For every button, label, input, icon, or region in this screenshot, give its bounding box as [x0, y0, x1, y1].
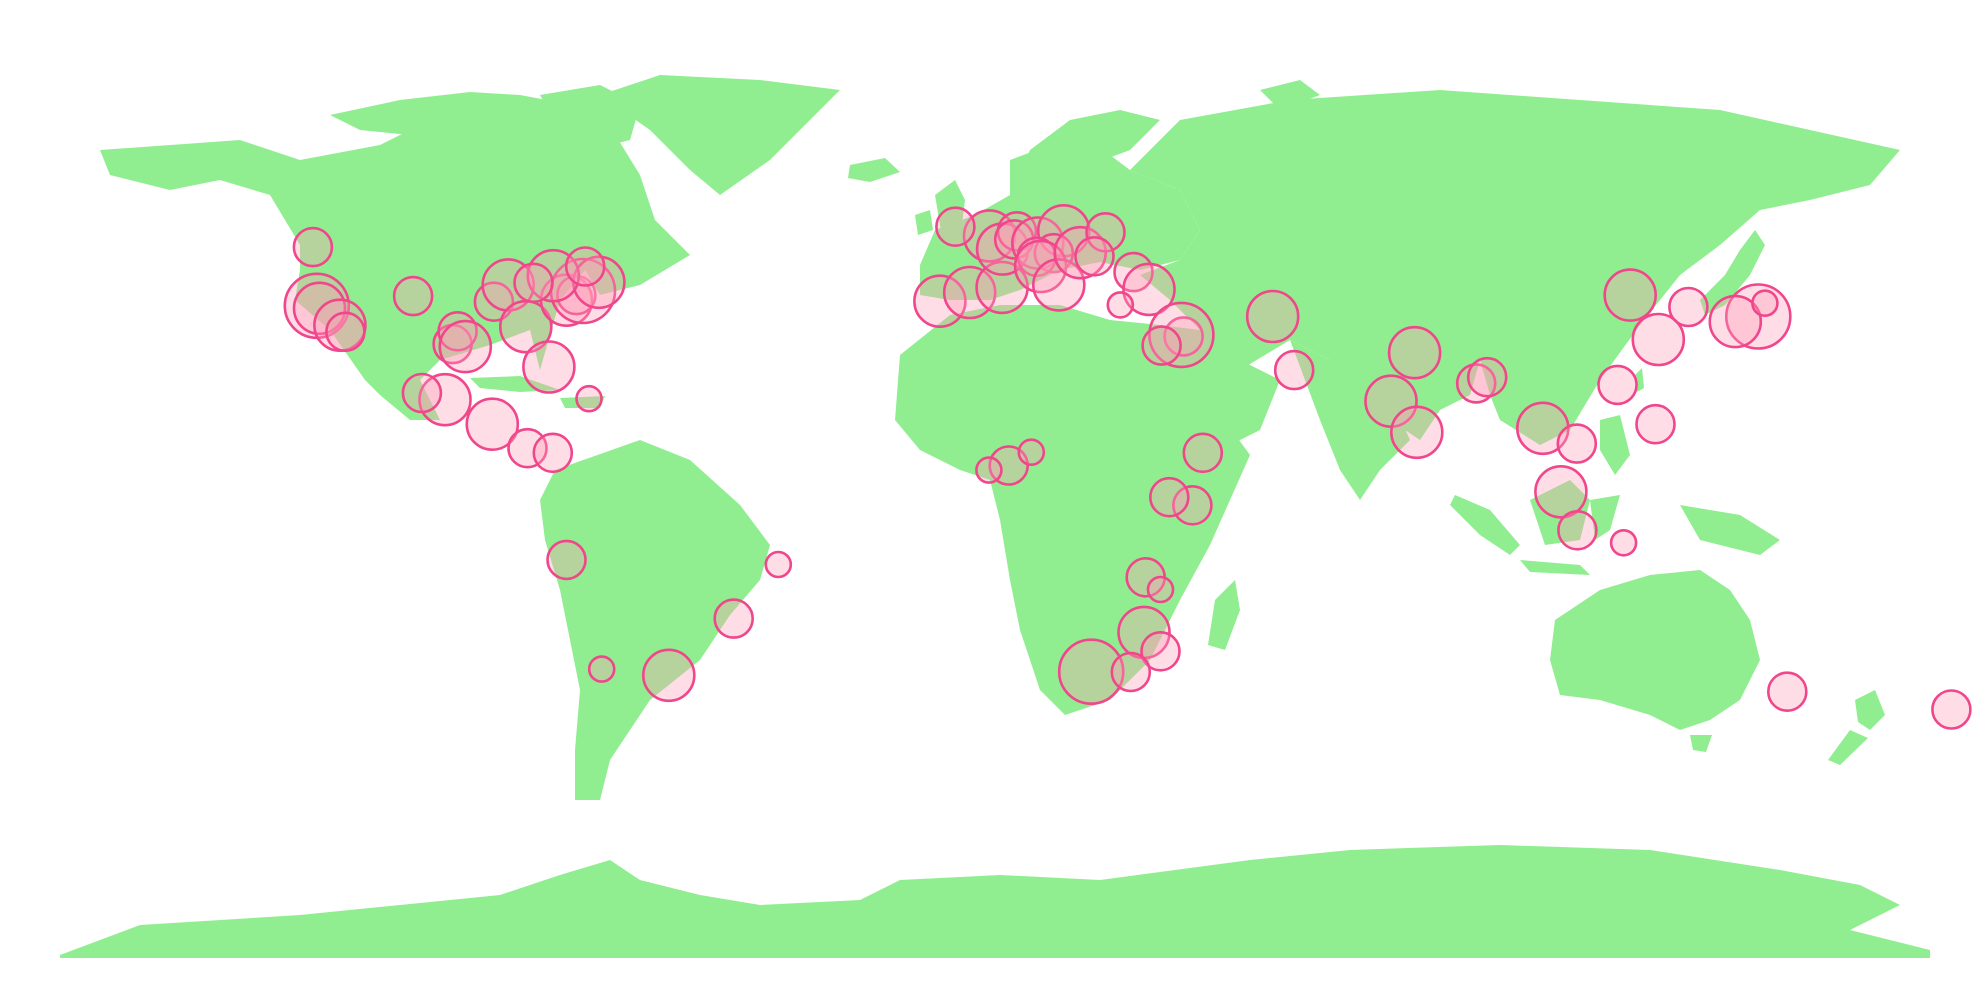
city-bubble-5 [392, 275, 434, 317]
city-bubble-72 [1751, 289, 1779, 318]
city-bubble-20 [418, 372, 472, 427]
new-zealand-south [1828, 730, 1868, 765]
city-bubble-82 [1140, 630, 1181, 672]
java [1520, 560, 1590, 575]
city-bubble-25 [546, 539, 587, 581]
city-bubble-53 [1245, 289, 1300, 344]
new-guinea [1680, 505, 1780, 555]
city-bubble-21 [401, 372, 443, 414]
arctic-islands [330, 92, 520, 135]
city-bubble-54 [1273, 349, 1315, 391]
city-bubble-63 [1557, 509, 1598, 551]
city-bubble-62 [1534, 464, 1588, 519]
city-bubble-43 [1032, 258, 1086, 312]
city-bubble-68 [1603, 268, 1657, 322]
city-bubble-79 [1149, 476, 1190, 518]
city-bubble-23 [507, 427, 548, 469]
city-bubble-27 [641, 648, 696, 703]
city-bubble-34 [935, 206, 976, 247]
city-bubble-84 [1110, 651, 1152, 693]
indian-subcontinent [1290, 340, 1410, 500]
madagascar [1208, 580, 1240, 650]
city-bubble-26 [587, 655, 616, 683]
city-bubble-28 [713, 598, 755, 639]
city-bubble-73 [1767, 671, 1808, 713]
south-america [540, 440, 770, 800]
city-bubble-8 [438, 319, 493, 374]
city-bubble-65 [1635, 403, 1676, 445]
australia [1550, 570, 1760, 730]
city-bubble-71 [1708, 294, 1763, 349]
arabian-peninsula [1160, 325, 1280, 450]
city-bubble-46 [1074, 235, 1115, 277]
city-bubble-44 [1053, 225, 1107, 280]
city-bubble-18 [564, 246, 606, 287]
ireland [915, 210, 933, 235]
city-bubble-22 [465, 397, 520, 452]
city-bubble-77 [1017, 438, 1046, 467]
city-bubble-60 [1516, 401, 1570, 456]
great-britain [935, 180, 965, 245]
cuba [470, 376, 560, 392]
city-bubble-29 [764, 550, 793, 579]
city-bubble-49 [1106, 291, 1135, 319]
city-bubble-45 [1085, 212, 1126, 253]
novaya-zemlya [1260, 80, 1320, 110]
city-bubble-55 [1387, 325, 1442, 380]
city-bubble-19 [513, 262, 554, 304]
city-bubble-3 [325, 311, 366, 353]
iceland [848, 158, 900, 182]
city-bubble-61 [1556, 423, 1598, 464]
city-bubble-58 [1455, 363, 1497, 404]
sumatra [1450, 495, 1520, 555]
antarctica [60, 845, 1930, 958]
city-bubble-76 [975, 456, 1003, 484]
city-bubble-12 [522, 340, 576, 394]
land-layer [60, 75, 1930, 958]
north-america [100, 95, 690, 420]
city-bubble-69 [1668, 286, 1709, 328]
city-bubble-59 [1466, 356, 1508, 398]
tasmania [1690, 735, 1712, 752]
city-bubble-80 [1182, 432, 1224, 474]
city-bubble-78 [1172, 484, 1213, 526]
city-bubble-66 [1597, 364, 1638, 406]
city-bubble-86 [1146, 575, 1175, 604]
city-bubble-83 [1057, 638, 1125, 706]
city-bubble-74 [1931, 689, 1972, 730]
city-bubble-70 [1725, 283, 1792, 350]
city-bubble-48 [1122, 262, 1176, 317]
city-bubble-30 [913, 274, 967, 329]
city-bubble-64 [1609, 528, 1638, 557]
city-bubble-50 [1163, 316, 1204, 357]
city-bubble-57 [1390, 405, 1444, 460]
city-bubble-67 [1631, 312, 1686, 367]
japan [1700, 230, 1765, 315]
greenland [600, 75, 840, 195]
europe [920, 140, 1200, 300]
city-bubbles [283, 204, 1972, 730]
scandinavia [1010, 110, 1160, 200]
city-bubble-24 [532, 432, 574, 474]
philippines [1600, 415, 1630, 475]
city-bubble-4 [292, 226, 334, 268]
new-zealand-north [1855, 690, 1885, 730]
city-bubble-51 [1148, 301, 1215, 369]
borneo [1530, 480, 1590, 545]
city-bubble-87 [575, 384, 603, 413]
hispaniola [560, 396, 605, 408]
city-bubble-52 [1141, 325, 1182, 366]
